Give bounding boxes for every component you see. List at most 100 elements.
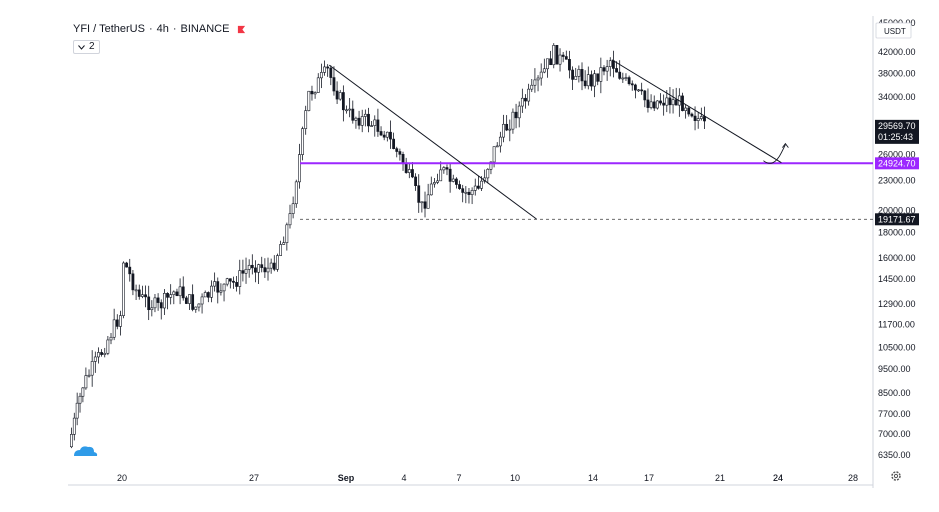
candle-body	[596, 73, 600, 82]
price-axis-tick-label: 11700.00	[878, 320, 915, 330]
candle-body	[382, 134, 386, 138]
candle-body	[81, 387, 85, 397]
support-price-badge	[875, 213, 919, 226]
candle-body	[159, 302, 163, 309]
candle-body	[323, 66, 326, 73]
axes: 45000.00USDT42000.0038000.0034000.002600…	[68, 16, 916, 488]
candle-body	[335, 90, 339, 100]
candle-body	[213, 281, 217, 287]
price-axis-tick-label: 6350.00	[878, 450, 911, 460]
candle-body	[210, 285, 213, 298]
candle-body	[464, 191, 468, 194]
candle-body	[517, 105, 521, 119]
candle-body	[194, 306, 198, 310]
candle-body	[272, 262, 276, 270]
candle-body	[414, 176, 417, 186]
time-axis-tick-label: 28	[848, 473, 858, 483]
last-price-badge	[875, 119, 919, 144]
level-price-badge	[875, 157, 919, 170]
candle-body	[178, 286, 182, 297]
candle-body	[599, 67, 603, 82]
candle-body	[608, 60, 612, 67]
candle-body	[228, 278, 232, 282]
time-axis-tick-label: 24	[773, 473, 783, 483]
candle-body	[288, 213, 292, 226]
candle-body	[527, 88, 531, 102]
candle-body	[602, 67, 606, 72]
candle-body	[618, 71, 622, 79]
candle-body	[294, 181, 298, 205]
candle-body	[87, 374, 91, 377]
candle-body	[423, 201, 427, 209]
candle-body	[376, 119, 380, 132]
candle-body	[131, 273, 135, 291]
candle-body	[78, 395, 82, 404]
candle-body	[511, 111, 515, 130]
candle-body	[153, 297, 157, 309]
candle-body	[411, 169, 414, 178]
legend-interval: 4h	[156, 23, 169, 35]
candle-body	[473, 185, 477, 191]
candle-body	[649, 101, 653, 108]
price-axis-tick-label: 14500.00	[878, 274, 916, 284]
price-axis-tick-label: 10500.00	[878, 343, 916, 353]
candle-body	[257, 264, 260, 273]
legend-separator: ·	[148, 23, 153, 35]
candle-body	[561, 54, 565, 57]
candle-body	[612, 60, 615, 69]
candle-body	[577, 69, 581, 77]
candle-body	[119, 315, 122, 327]
candle-body	[269, 262, 273, 269]
candle-body	[357, 117, 361, 126]
tradingview-logo-icon[interactable]	[74, 446, 98, 456]
candle-body	[542, 68, 546, 73]
trendline-first	[328, 64, 537, 220]
price-axis-tick-label: 23000.00	[878, 175, 916, 185]
flag-icon[interactable]	[237, 25, 246, 34]
candle-body	[420, 201, 424, 204]
candle-body	[363, 113, 367, 117]
countdown-label: 01:25:43	[878, 132, 913, 142]
candle-body	[590, 74, 593, 87]
candle-body	[703, 116, 706, 122]
candle-body	[627, 77, 631, 85]
price-axis-tick-label: 12900.00	[878, 299, 916, 309]
candle-body	[367, 113, 370, 127]
candle-body	[486, 169, 490, 179]
candle-body	[100, 352, 103, 355]
candle-body	[326, 66, 330, 69]
price-axis-tick-label: 7700.00	[878, 409, 911, 419]
time-axis-tick-label: 4	[401, 473, 406, 483]
candle-body	[348, 108, 352, 111]
candle-body	[699, 116, 703, 119]
candle-body	[514, 111, 518, 119]
time-axis-tick-label: 17	[644, 473, 654, 483]
candle-body	[260, 264, 264, 268]
candle-body	[674, 99, 678, 106]
chart-legend[interactable]: YFI / TetherUS · 4h · BINANCE	[73, 23, 246, 35]
time-axis-tick-label: 21	[715, 473, 725, 483]
candle-body	[552, 45, 556, 66]
candle-body	[407, 169, 411, 173]
candle-body	[439, 169, 443, 182]
candle-body	[191, 294, 195, 310]
candle-body	[254, 267, 257, 273]
candle-body	[687, 107, 691, 115]
candle-body	[169, 294, 173, 298]
candle-body	[141, 294, 144, 297]
candle-body	[266, 267, 270, 273]
candle-body	[90, 361, 94, 376]
indicators-collapse-button[interactable]: 2	[73, 40, 100, 54]
candle-body	[112, 319, 116, 338]
price-axis-tick-label: 18000.00	[878, 228, 916, 238]
candle-body	[216, 281, 220, 293]
candle-body	[263, 267, 267, 273]
candle-body	[134, 289, 138, 292]
settings-gear-icon[interactable]	[891, 471, 901, 481]
candle-body	[659, 100, 662, 104]
candle-body	[520, 97, 524, 107]
candle-body	[671, 99, 675, 106]
level-price-label: 24924.70	[878, 158, 916, 168]
time-axis-tick-label: 24	[773, 473, 783, 483]
